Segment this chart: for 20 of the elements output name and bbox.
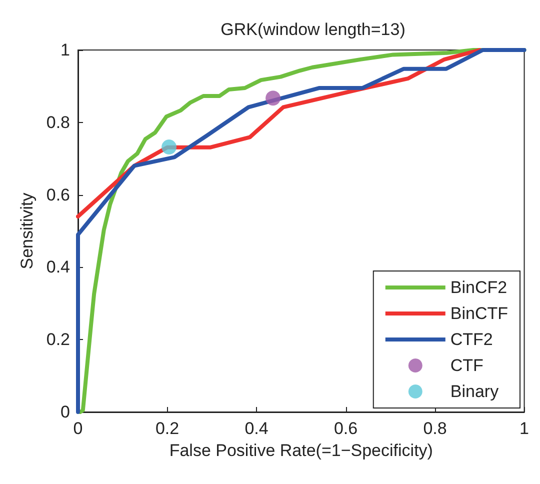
- y-tick-label: 0.4: [46, 258, 70, 277]
- x-tick-label: 0.8: [423, 419, 447, 438]
- x-axis-title: False Positive Rate(=1−Specificity): [169, 440, 433, 460]
- x-tick-label: 0.6: [334, 419, 358, 438]
- x-tick-label: 0.2: [155, 419, 180, 438]
- x-tick-label: 1: [520, 419, 530, 438]
- legend-label: CTF: [450, 356, 484, 375]
- y-tick-label: 0.2: [46, 330, 70, 350]
- legend-label: Binary: [450, 382, 500, 401]
- legend-label: BinCTF: [450, 304, 508, 323]
- y-tick-label: 1: [60, 40, 70, 60]
- y-tick-label: 0.6: [46, 185, 70, 204]
- legend-label: BinCF2: [450, 278, 508, 297]
- legend-label: CTF2: [450, 330, 493, 349]
- y-axis-title: Sensitivity: [17, 192, 36, 270]
- y-tick-label: 0: [60, 402, 70, 422]
- y-tick-label: 0.8: [46, 112, 70, 132]
- x-tick-label: 0.4: [244, 419, 268, 438]
- chart-title: GRK(window length=13): [220, 20, 406, 39]
- x-tick-label: 0: [73, 419, 83, 438]
